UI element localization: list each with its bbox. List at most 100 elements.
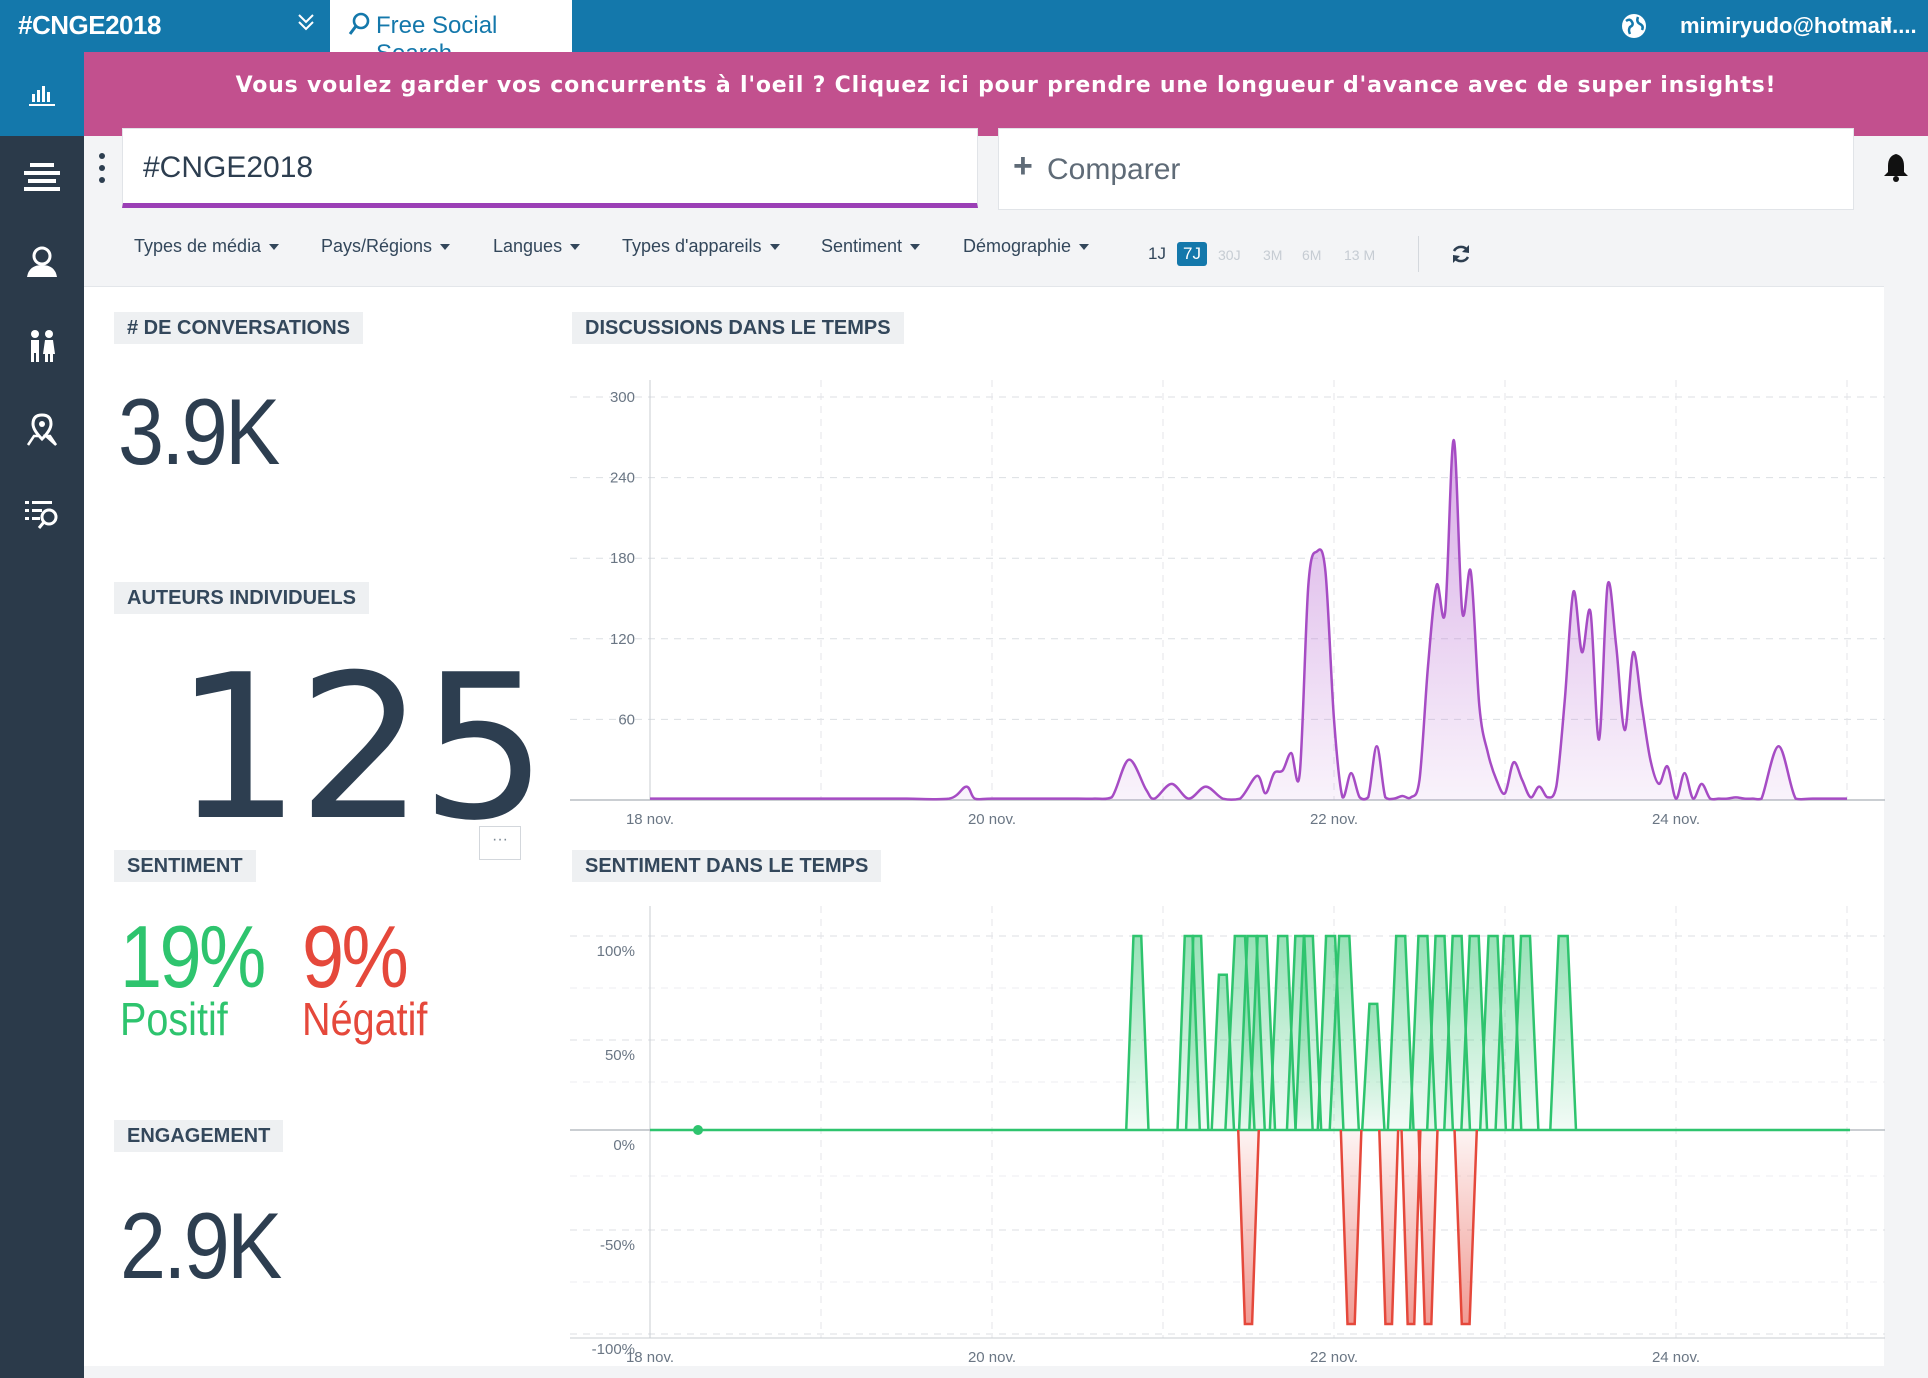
demographics-icon	[31, 330, 55, 362]
x-tick-label: 24 nov.	[1652, 1349, 1700, 1366]
sidebar-item-authors[interactable]	[0, 220, 84, 304]
negative-spike	[1417, 1129, 1439, 1326]
negative-spike	[1236, 1129, 1261, 1326]
caret-down-icon	[769, 244, 780, 251]
positive-percent: 19%	[120, 907, 266, 1006]
x-tick-label: 18 nov.	[626, 1349, 674, 1366]
y-tick-label: -50%	[600, 1237, 635, 1254]
dashboard-panel	[84, 286, 1884, 1366]
negative-spike	[1378, 1129, 1400, 1326]
negative-spike	[1339, 1129, 1363, 1326]
y-tick-label: 240	[610, 470, 635, 487]
filter-demographics[interactable]: Démographie	[963, 236, 1090, 257]
filter-device-types[interactable]: Types d'appareils	[622, 236, 780, 257]
sentiment-chart: 100% 50% 0% -50% -100%18 nov. 20 nov. 22 nov. 2…	[570, 906, 1885, 1366]
bar-chart-icon	[29, 86, 55, 106]
range-6m[interactable]: 6M	[1302, 247, 1322, 263]
engagement-label: ENGAGEMENT	[114, 1120, 284, 1152]
positive-spike	[1124, 934, 1150, 1131]
x-tick-label: 20 nov.	[968, 811, 1016, 828]
discussions-line	[650, 438, 1847, 801]
negative-spike	[1453, 1129, 1479, 1326]
discussions-area	[650, 439, 1847, 800]
query-input[interactable]: #CNGE2018	[122, 128, 978, 208]
stream-icon	[24, 163, 60, 191]
sidebar-item-demographics[interactable]	[0, 304, 84, 388]
x-tick-label: 22 nov.	[1310, 811, 1358, 828]
conversations-value: 3.9K	[118, 379, 280, 484]
filter-languages[interactable]: Langues	[493, 236, 581, 257]
positive-spike	[1184, 934, 1210, 1131]
negative-spike	[1400, 1129, 1422, 1326]
positive-spike	[1360, 1002, 1386, 1131]
conversations-label: # DE CONVERSATIONS	[114, 312, 363, 344]
discussions-chart-title: DISCUSSIONS DANS LE TEMPS	[572, 312, 904, 344]
positive-spike	[1460, 934, 1489, 1131]
user-menu-caret-icon[interactable]: ▾	[1883, 14, 1893, 34]
engagement-value: 2.9K	[120, 1193, 282, 1298]
caret-down-icon	[910, 244, 921, 251]
bell-icon[interactable]	[1882, 152, 1910, 182]
discussions-chart: 300 240 180 120 60 18 nov. 20 nov. 22 nov. 24 no…	[570, 380, 1885, 828]
negative-percent: 9%	[302, 907, 409, 1006]
bottom-edge	[84, 1366, 1928, 1378]
range-7j[interactable]: 7J	[1177, 242, 1207, 266]
free-social-search-tab[interactable]: Free Social Search	[330, 0, 572, 67]
x-tick-label: 18 nov.	[626, 811, 674, 828]
more-options-button[interactable]: ···	[479, 826, 521, 860]
y-tick-label: 60	[618, 711, 635, 728]
x-tick-label: 22 nov.	[1310, 1349, 1358, 1366]
filter-sentiment[interactable]: Sentiment	[821, 236, 921, 257]
sidebar-item-overview[interactable]	[0, 52, 84, 136]
map-pin-icon	[26, 413, 58, 446]
positive-spike	[1294, 934, 1323, 1131]
positive-spike	[1511, 934, 1540, 1131]
y-tick-label: 300	[610, 389, 635, 406]
negative-label: Négatif	[302, 993, 428, 1045]
positive-label: Positif	[120, 993, 228, 1045]
promo-banner[interactable]: Vous voulez garder vos concurrents à l'o…	[84, 52, 1928, 136]
compare-label: Comparer	[1047, 153, 1181, 186]
author-icon	[27, 246, 57, 277]
range-30j[interactable]: 30J	[1218, 247, 1241, 263]
range-1j[interactable]: 1J	[1148, 244, 1166, 263]
y-tick-label: 180	[610, 550, 635, 567]
authors-label: AUTEURS INDIVIDUELS	[114, 582, 369, 614]
refresh-icon[interactable]	[1450, 243, 1472, 265]
y-tick-label: -100%	[592, 1341, 635, 1358]
list-search-icon	[25, 501, 58, 529]
plus-icon: +	[1013, 147, 1033, 185]
sentiment-point	[693, 1125, 703, 1135]
positive-spike	[1248, 934, 1277, 1131]
range-3m[interactable]: 3M	[1263, 247, 1283, 263]
y-tick-label: 100%	[597, 943, 635, 960]
caret-down-icon	[1079, 244, 1090, 251]
positive-spike	[1386, 934, 1415, 1131]
sidebar	[0, 52, 84, 1378]
sentiment-label: SENTIMENT	[114, 850, 256, 882]
kebab-menu-icon[interactable]	[98, 150, 106, 186]
filter-countries[interactable]: Pays/Régions	[321, 236, 451, 257]
positive-spike	[1549, 934, 1578, 1131]
range-13m[interactable]: 13 M	[1344, 247, 1376, 263]
caret-down-icon	[440, 244, 451, 251]
sidebar-item-stream[interactable]	[0, 136, 84, 220]
sentiment-chart-title: SENTIMENT DANS LE TEMPS	[572, 850, 882, 882]
top-bar: #CNGE2018 Free Social Search mimiryudo@h…	[0, 0, 1928, 67]
caret-down-icon	[269, 244, 280, 251]
sidebar-item-search-list[interactable]	[0, 472, 84, 556]
globe-icon[interactable]	[1620, 12, 1648, 40]
user-email[interactable]: mimiryudo@hotmail....	[1680, 13, 1917, 38]
app-title[interactable]: #CNGE2018	[18, 10, 161, 40]
sidebar-item-map[interactable]	[0, 388, 84, 472]
y-tick-label: 50%	[605, 1047, 635, 1064]
search-icon	[348, 12, 370, 35]
x-tick-label: 24 nov.	[1652, 811, 1700, 828]
filter-media-types[interactable]: Types de média	[134, 236, 280, 257]
caret-down-icon	[570, 244, 581, 251]
double-chevron-down-icon[interactable]	[294, 10, 318, 34]
positive-spike	[1328, 934, 1361, 1131]
y-tick-label: 0%	[613, 1137, 635, 1154]
compare-input[interactable]: + Comparer	[998, 128, 1854, 210]
filter-separator	[1418, 236, 1419, 272]
